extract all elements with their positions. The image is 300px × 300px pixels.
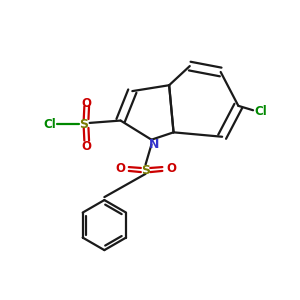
Text: O: O bbox=[166, 162, 176, 175]
Text: N: N bbox=[148, 138, 159, 151]
Text: S: S bbox=[79, 118, 88, 131]
Text: O: O bbox=[82, 97, 92, 110]
Text: S: S bbox=[141, 164, 150, 177]
Text: Cl: Cl bbox=[254, 105, 267, 118]
Text: O: O bbox=[115, 162, 125, 175]
Text: O: O bbox=[82, 140, 92, 153]
Text: Cl: Cl bbox=[44, 118, 56, 131]
